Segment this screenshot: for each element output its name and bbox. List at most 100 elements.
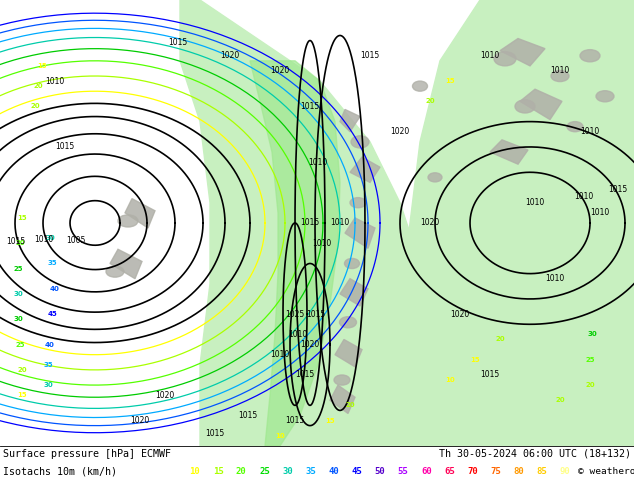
Text: 30: 30 <box>13 291 23 297</box>
Text: 1020: 1020 <box>221 51 240 60</box>
Polygon shape <box>345 218 375 248</box>
Text: Th 30-05-2024 06:00 UTC (18+132): Th 30-05-2024 06:00 UTC (18+132) <box>439 449 631 459</box>
Text: 20: 20 <box>33 83 43 89</box>
Text: 80: 80 <box>514 467 524 476</box>
Ellipse shape <box>567 122 583 132</box>
Text: 1015: 1015 <box>6 237 25 246</box>
Text: 15: 15 <box>17 215 27 221</box>
Text: 1015: 1015 <box>360 51 380 60</box>
Text: 30: 30 <box>45 235 55 241</box>
Ellipse shape <box>334 375 350 385</box>
Text: 90: 90 <box>560 467 571 476</box>
Polygon shape <box>335 340 362 367</box>
Ellipse shape <box>596 91 614 102</box>
Text: 1010: 1010 <box>580 127 600 136</box>
Text: 55: 55 <box>398 467 408 476</box>
Polygon shape <box>340 109 360 132</box>
Text: 75: 75 <box>490 467 501 476</box>
Text: © weatheronline.co.uk: © weatheronline.co.uk <box>578 467 634 476</box>
Polygon shape <box>490 140 528 164</box>
Text: 50: 50 <box>375 467 385 476</box>
Text: 20: 20 <box>236 467 247 476</box>
Ellipse shape <box>350 197 366 208</box>
Text: 1010: 1010 <box>308 158 328 167</box>
Text: 1015: 1015 <box>55 143 75 151</box>
Ellipse shape <box>339 317 356 328</box>
Polygon shape <box>380 0 634 446</box>
Polygon shape <box>110 249 142 279</box>
Text: 1015: 1015 <box>205 429 224 438</box>
Text: 40: 40 <box>328 467 339 476</box>
Text: 85: 85 <box>536 467 547 476</box>
Polygon shape <box>125 198 155 228</box>
Ellipse shape <box>118 215 138 227</box>
Text: 35: 35 <box>47 261 57 267</box>
Text: 1010: 1010 <box>288 330 307 339</box>
Text: 30: 30 <box>587 331 597 338</box>
Ellipse shape <box>106 266 124 277</box>
Text: 1010: 1010 <box>545 274 565 283</box>
Ellipse shape <box>494 51 516 66</box>
Ellipse shape <box>428 173 442 182</box>
Text: 10: 10 <box>275 433 285 439</box>
Text: 1015: 1015 <box>481 370 500 379</box>
Text: 30: 30 <box>13 316 23 322</box>
Text: 20: 20 <box>345 402 355 408</box>
Text: 1020: 1020 <box>270 67 290 75</box>
Text: 1025: 1025 <box>285 310 304 318</box>
Text: 1010: 1010 <box>46 76 65 86</box>
Ellipse shape <box>515 100 535 113</box>
Text: 30: 30 <box>43 382 53 388</box>
Text: 1015: 1015 <box>285 416 304 425</box>
Text: 1015: 1015 <box>169 38 188 47</box>
Polygon shape <box>250 61 340 446</box>
Text: 70: 70 <box>467 467 478 476</box>
Text: 25: 25 <box>15 342 25 347</box>
Text: 15: 15 <box>17 392 27 398</box>
Text: 1020: 1020 <box>131 416 150 425</box>
Ellipse shape <box>551 71 569 81</box>
Ellipse shape <box>344 258 359 269</box>
Text: 20: 20 <box>495 337 505 343</box>
Ellipse shape <box>580 49 600 62</box>
Text: 1020: 1020 <box>420 219 439 227</box>
Text: 1015: 1015 <box>295 370 314 379</box>
Text: 1010: 1010 <box>574 192 593 201</box>
Text: 1010: 1010 <box>550 67 569 75</box>
Text: 25: 25 <box>13 266 23 271</box>
Text: 20: 20 <box>30 103 40 109</box>
Text: 15: 15 <box>445 78 455 84</box>
Polygon shape <box>520 89 562 120</box>
Text: 25: 25 <box>259 467 269 476</box>
Text: 20: 20 <box>17 367 27 373</box>
Ellipse shape <box>351 136 369 148</box>
Text: 20: 20 <box>15 240 25 246</box>
Text: 1015: 1015 <box>301 102 320 111</box>
Text: 15: 15 <box>325 417 335 423</box>
Text: 15: 15 <box>470 357 480 363</box>
Text: 1020: 1020 <box>391 127 410 136</box>
Text: 10: 10 <box>190 467 200 476</box>
Text: 1010: 1010 <box>590 208 610 218</box>
Polygon shape <box>340 279 368 306</box>
Text: Isotachs 10m (km/h): Isotachs 10m (km/h) <box>3 467 117 477</box>
Text: 15: 15 <box>213 467 224 476</box>
Text: 1010: 1010 <box>481 51 500 60</box>
Text: 1020: 1020 <box>450 310 470 318</box>
Text: 60: 60 <box>421 467 432 476</box>
Text: 1010: 1010 <box>313 239 332 248</box>
Text: 1010: 1010 <box>35 235 54 244</box>
Polygon shape <box>330 385 355 414</box>
Text: 40: 40 <box>50 286 60 292</box>
Text: 45: 45 <box>47 311 57 317</box>
Text: 1015: 1015 <box>608 186 628 195</box>
Text: 25: 25 <box>585 357 595 363</box>
Text: 35: 35 <box>305 467 316 476</box>
Text: 20: 20 <box>425 98 435 104</box>
Text: 20: 20 <box>555 397 565 403</box>
Text: 65: 65 <box>444 467 455 476</box>
Text: 35: 35 <box>43 362 53 368</box>
Text: 1020: 1020 <box>155 391 174 400</box>
Text: 1015: 1015 <box>301 219 320 227</box>
Polygon shape <box>350 157 380 182</box>
